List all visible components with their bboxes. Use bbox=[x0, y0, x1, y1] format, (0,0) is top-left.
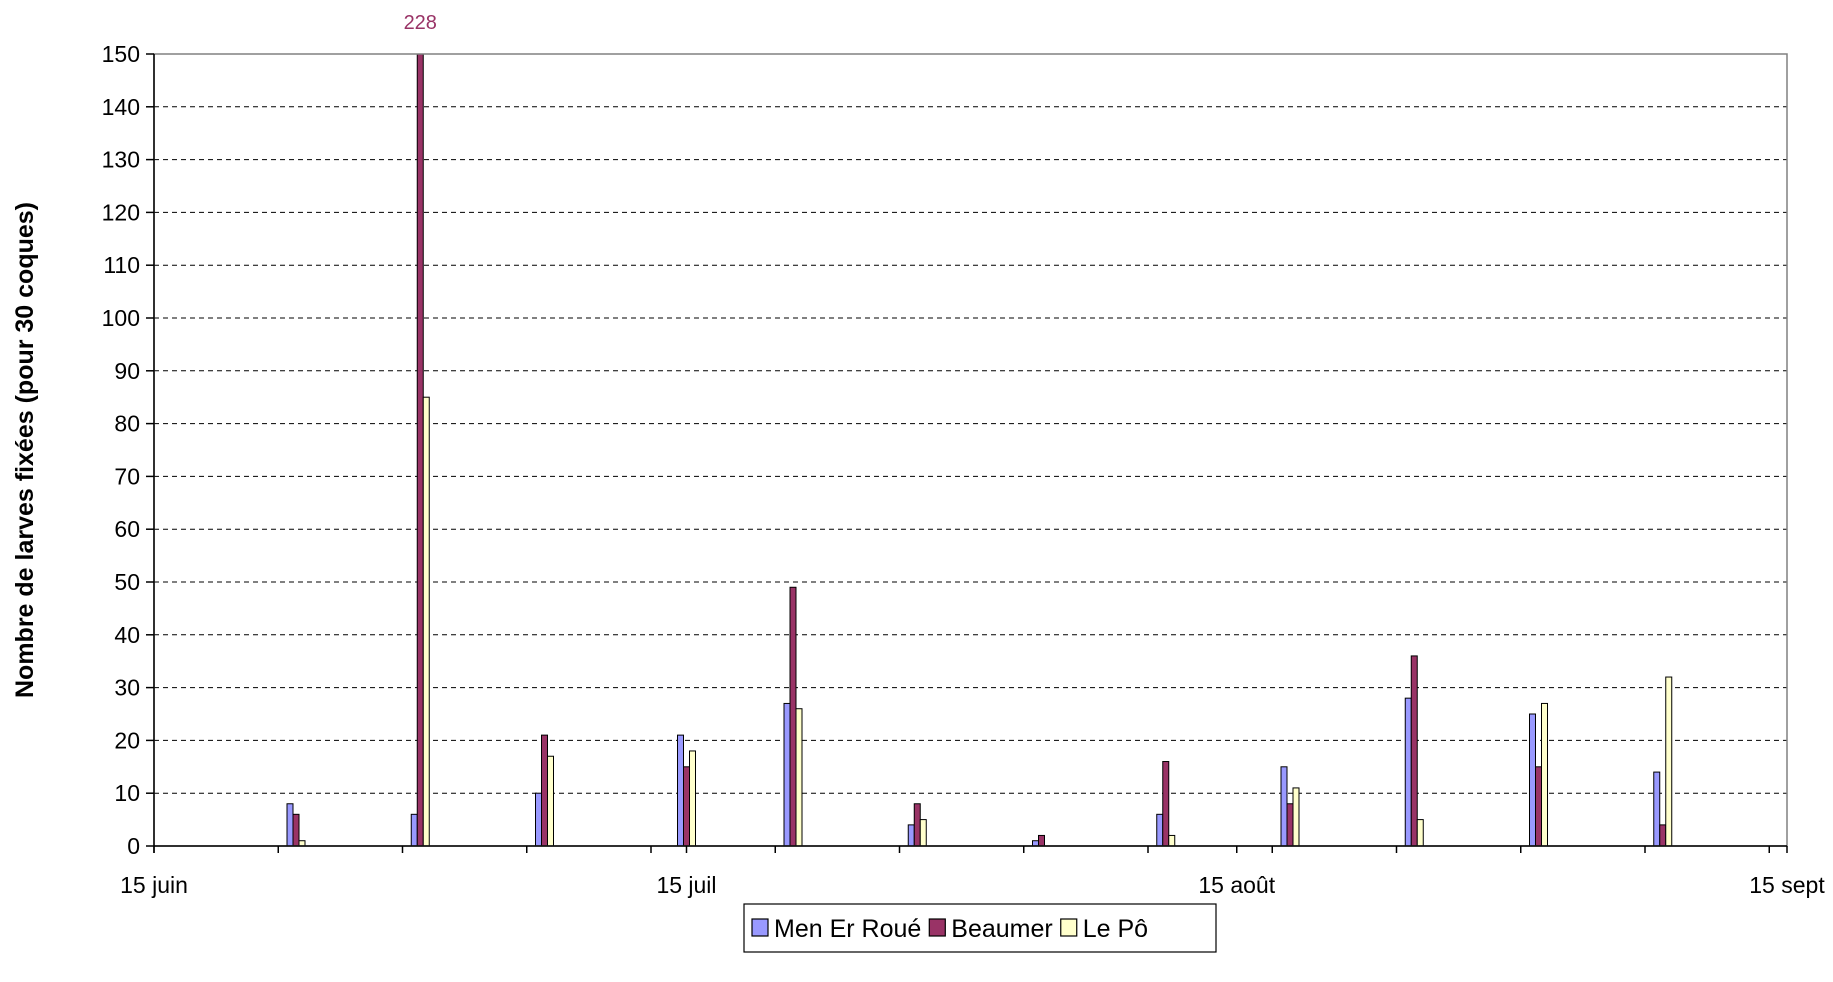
legend-swatch bbox=[751, 918, 769, 937]
bar-men-er-rou--2008-09-01 bbox=[1529, 713, 1536, 847]
bar-le-p--2008-07-28 bbox=[919, 819, 927, 847]
bar-beaumer-2008-06-30 bbox=[416, 53, 424, 847]
bar-le-p--2008-08-11 bbox=[1168, 834, 1176, 847]
bar-le-p--2008-08-25 bbox=[1416, 819, 1424, 847]
y-tick-label: 120 bbox=[102, 199, 140, 225]
gridlines bbox=[154, 53, 1787, 794]
annotation-label: 228 bbox=[404, 12, 437, 34]
bar-beaumer-2008-07-07 bbox=[541, 734, 548, 847]
legend-swatch bbox=[1060, 918, 1078, 937]
x-tick-label: 15 sept bbox=[1749, 872, 1825, 898]
x-tick-label: 15 juin bbox=[120, 872, 188, 898]
bar-men-er-rou--2008-08-04 bbox=[1032, 840, 1039, 847]
legend-label: Men Er Roué bbox=[774, 915, 921, 943]
y-tick-label: 140 bbox=[102, 94, 140, 120]
bar-men-er-rou--2008-08-18 bbox=[1280, 766, 1288, 847]
x-tick-label: 15 juil bbox=[656, 872, 716, 898]
y-tick-label: 80 bbox=[114, 411, 140, 437]
bar-le-p--2008-07-15 bbox=[689, 750, 696, 847]
bar-men-er-rou--2008-07-28 bbox=[907, 824, 915, 847]
bar-beaumer-2008-07-15 bbox=[683, 766, 690, 847]
x-tick-label: 15 août bbox=[1198, 872, 1275, 898]
bar-beaumer-2008-08-25 bbox=[1410, 655, 1418, 847]
y-tick-label: 70 bbox=[114, 463, 140, 489]
bar-men-er-rou--2008-07-21 bbox=[783, 702, 791, 847]
y-tick-label: 0 bbox=[127, 833, 140, 859]
bar-beaumer-2008-07-28 bbox=[913, 803, 921, 847]
bar-beaumer-2008-07-21 bbox=[789, 586, 797, 847]
bars bbox=[286, 53, 1673, 847]
y-tick-label: 30 bbox=[114, 675, 140, 701]
bar-beaumer-2008-08-11 bbox=[1162, 761, 1170, 847]
y-tick-label: 150 bbox=[102, 41, 140, 67]
y-axis: 0 10 20 30 40 50 60 70 80 90 100 110 120 130 140 150 bbox=[102, 41, 155, 859]
bar-le-p--2008-07-07 bbox=[547, 755, 554, 847]
bar-men-er-rou--2008-09-08 bbox=[1653, 771, 1661, 847]
y-tick-label: 40 bbox=[114, 622, 140, 648]
legend-label: Le Pô bbox=[1083, 915, 1148, 943]
y-tick-label: 60 bbox=[114, 516, 140, 542]
y-tick-label: 130 bbox=[102, 147, 140, 173]
bar-men-er-rou--2008-08-25 bbox=[1404, 697, 1412, 847]
bar-men-er-rou--2008-06-23 bbox=[286, 803, 294, 847]
bar-le-p--2008-09-01 bbox=[1541, 702, 1548, 847]
bar-beaumer-2008-08-04 bbox=[1038, 834, 1045, 847]
y-axis-label: Nombre de larves fixées (pour 30 coques) bbox=[11, 202, 39, 698]
y-tick-label: 100 bbox=[102, 305, 140, 331]
bar-le-p--2008-09-08 bbox=[1665, 676, 1673, 847]
legend-box bbox=[743, 903, 1217, 953]
legend-label: Beaumer bbox=[951, 915, 1052, 943]
y-tick-label: 110 bbox=[103, 252, 140, 278]
bar-men-er-rou--2008-07-15 bbox=[677, 734, 684, 847]
bar-le-p--2008-06-30 bbox=[422, 396, 430, 847]
legend: Men Er Roué Beaumer Le Pô bbox=[743, 903, 1217, 953]
bar-le-p--2008-07-21 bbox=[795, 708, 803, 847]
legend-swatch bbox=[928, 918, 946, 937]
y-tick-label: 10 bbox=[114, 780, 140, 806]
y-tick-label: 50 bbox=[114, 569, 140, 595]
bar-beaumer-2008-09-01 bbox=[1535, 766, 1542, 847]
bar-men-er-rou--2008-08-11 bbox=[1156, 813, 1164, 847]
annotations: 228 bbox=[404, 12, 437, 34]
y-tick-label: 90 bbox=[114, 358, 140, 384]
y-tick-label: 20 bbox=[114, 727, 140, 753]
bar-le-p--2008-08-18 bbox=[1292, 787, 1300, 847]
bar-men-er-rou--2008-07-07 bbox=[535, 792, 542, 847]
bar-beaumer-2008-08-18 bbox=[1286, 803, 1294, 847]
x-axis: 15 juin 15 juil 15 août 15 sept bbox=[120, 845, 1825, 898]
bar-beaumer-2008-09-08 bbox=[1659, 824, 1667, 847]
bar-beaumer-2008-06-23 bbox=[292, 813, 300, 847]
bar-le-p--2008-06-23 bbox=[298, 840, 306, 847]
bar-men-er-rou--2008-06-30 bbox=[410, 813, 418, 847]
